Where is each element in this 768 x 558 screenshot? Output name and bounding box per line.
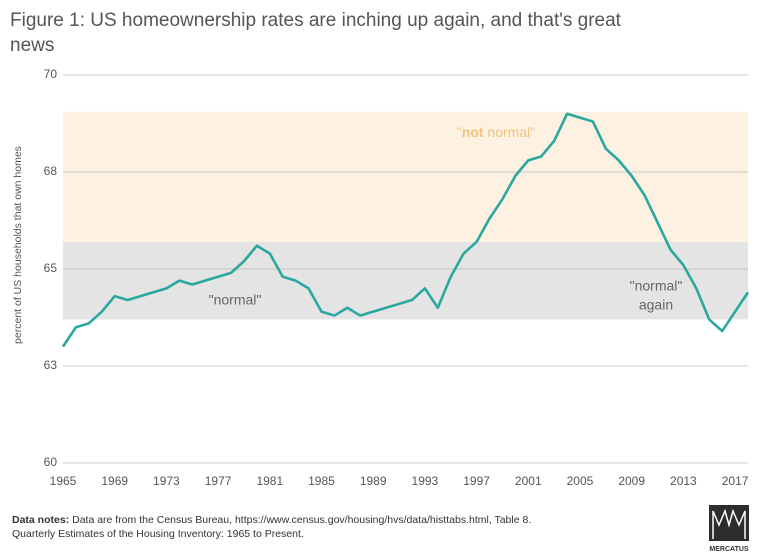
annotation: "normal" <box>630 278 683 294</box>
x-tick-label: 1981 <box>256 474 283 488</box>
line <box>61 112 750 348</box>
x-tick-label: 1993 <box>412 474 439 488</box>
x-tick-label: 1969 <box>101 474 128 488</box>
x-tick-label: 2017 <box>722 474 749 488</box>
y-axis-label: percent of US households that own homes <box>12 146 24 344</box>
annotation-part: normal" <box>484 124 536 140</box>
y-tick-label: 65 <box>44 261 58 275</box>
y-tick-label: 68 <box>44 164 58 178</box>
chart-title: Figure 1: US homeownership rates are inc… <box>10 10 621 56</box>
data-notes: Data notes: Data are from the Census Bur… <box>12 513 552 541</box>
annotation-part: not <box>462 124 484 140</box>
y-tick-label: 60 <box>44 455 58 469</box>
x-tick-label: 1997 <box>463 474 490 488</box>
band <box>63 111 748 242</box>
logo-mark <box>709 505 749 541</box>
x-tick-label: 2005 <box>567 474 594 488</box>
x-tick-label: 1977 <box>205 474 232 488</box>
y-tick-label: 70 <box>44 67 58 81</box>
x-tick-label: 1989 <box>360 474 387 488</box>
annotation: "normal" <box>209 292 262 308</box>
y-tick-label: 63 <box>44 358 58 372</box>
logo: MERCATUS <box>709 546 748 553</box>
x-tick-label: 2009 <box>618 474 645 488</box>
x-tick-label: 2001 <box>515 474 542 488</box>
notes-text: Data are from the Census Bureau, https:/… <box>12 514 532 540</box>
x-tick-label: 1965 <box>50 474 77 488</box>
annotation-part: " <box>457 124 462 140</box>
annotation: again <box>639 297 673 313</box>
x-tick-label: 1973 <box>153 474 180 488</box>
x-tick-label: 1985 <box>308 474 335 488</box>
annotation: "not normal" <box>457 124 535 140</box>
x-tick-label: 2013 <box>670 474 697 488</box>
notes-label: Data notes: <box>12 514 70 526</box>
